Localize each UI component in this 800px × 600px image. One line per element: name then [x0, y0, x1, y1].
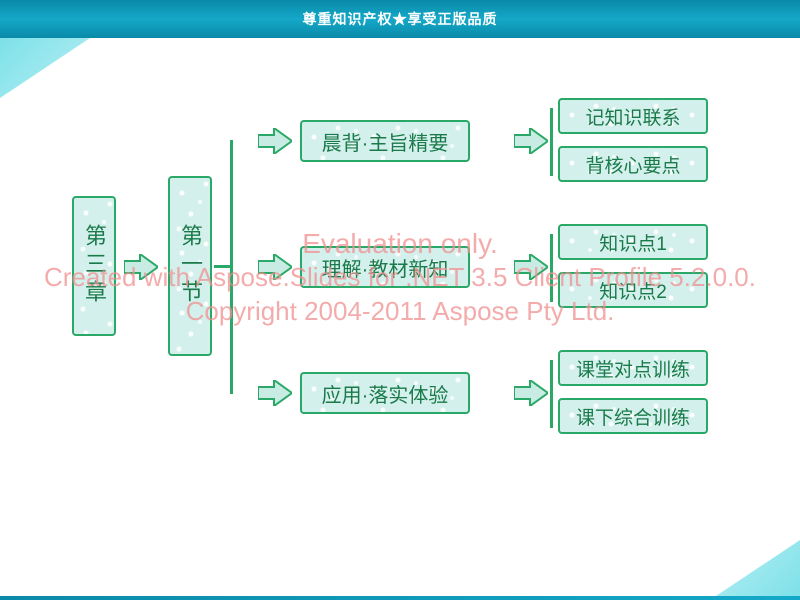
node-section-label: 第一节	[174, 224, 206, 308]
arrow-icon	[258, 380, 292, 406]
leaf-3b: 课下综合训练	[558, 398, 708, 434]
node-chapter-label: 第三章	[78, 224, 110, 308]
leaf-3a-label: 课堂对点训练	[576, 355, 690, 382]
arrow-icon	[514, 380, 548, 406]
node-branch-3: 应用·落实体验	[300, 372, 470, 414]
node-branch-1: 晨背·主旨精要	[300, 120, 470, 162]
leaf-1a-label: 记知识联系	[585, 103, 680, 130]
node-branch-2: 理解·教材新知	[300, 246, 470, 288]
leaf-3b-label: 课下综合训练	[576, 403, 690, 430]
header-title: 尊重知识产权★享受正版品质	[303, 9, 498, 29]
connector-leaf-3	[550, 360, 553, 428]
node-chapter: 第三章	[72, 196, 116, 336]
leaf-1a: 记知识联系	[558, 98, 708, 134]
leaf-1b: 背核心要点	[558, 146, 708, 182]
leaf-2a-label: 知识点1	[599, 229, 667, 256]
arrow-icon	[258, 254, 292, 280]
arrow-icon	[514, 254, 548, 280]
leaf-2a: 知识点1	[558, 224, 708, 260]
arrow-icon	[514, 128, 548, 154]
node-branch-1-label: 晨背·主旨精要	[322, 127, 449, 156]
node-branch-2-label: 理解·教材新知	[322, 253, 449, 282]
header-bar: 尊重知识产权★享受正版品质	[0, 0, 800, 38]
corner-decoration-br	[710, 540, 800, 600]
leaf-3a: 课堂对点训练	[558, 350, 708, 386]
node-section: 第一节	[168, 176, 212, 356]
leaf-2b-label: 知识点2	[599, 277, 667, 304]
bottom-border	[0, 596, 800, 600]
connector-leaf-2	[550, 234, 553, 302]
connector-stub-mid	[214, 265, 232, 268]
leaf-1b-label: 背核心要点	[585, 151, 680, 178]
leaf-2b: 知识点2	[558, 272, 708, 308]
connector-leaf-1	[550, 108, 553, 176]
arrow-icon	[258, 128, 292, 154]
node-branch-3-label: 应用·落实体验	[322, 379, 449, 408]
corner-decoration-tl	[0, 38, 90, 98]
arrow-icon	[124, 254, 158, 280]
